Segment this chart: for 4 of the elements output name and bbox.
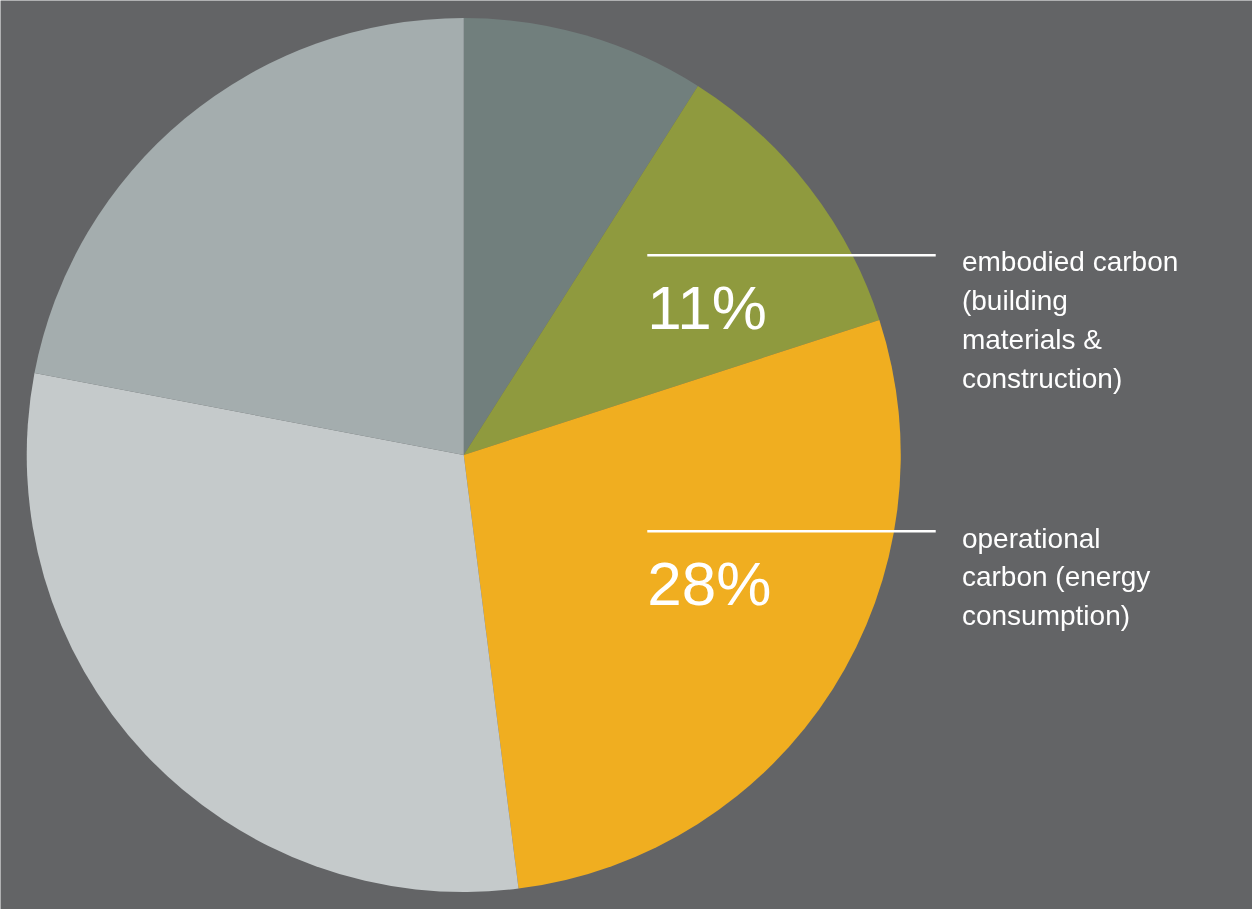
data-label: 28% [647, 548, 772, 618]
data-label: 11% [647, 272, 767, 342]
slice-label: operational carbon (energy consumption) [961, 522, 1151, 632]
slice-label: embodied carbon (building materials & construction) [961, 246, 1179, 394]
